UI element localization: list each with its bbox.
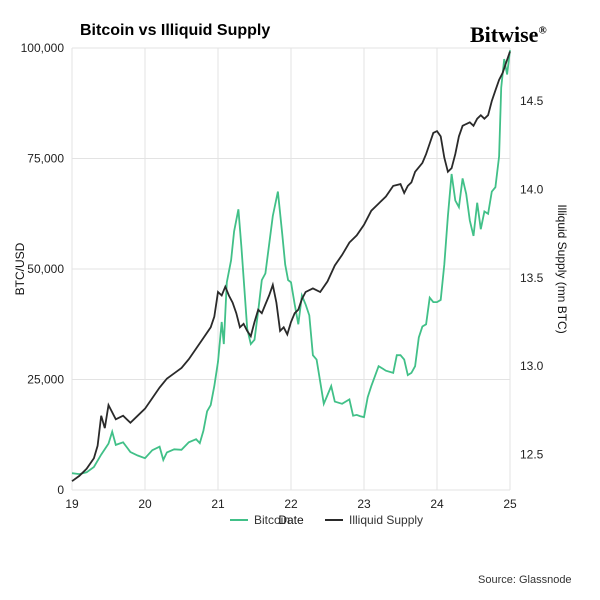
- svg-text:25,000: 25,000: [27, 373, 64, 387]
- svg-text:25: 25: [503, 497, 517, 511]
- svg-text:100,000: 100,000: [21, 41, 65, 55]
- svg-text:24: 24: [430, 497, 444, 511]
- svg-text:Illiquid Supply (mn BTC): Illiquid Supply (mn BTC): [555, 204, 569, 333]
- svg-text:20: 20: [138, 497, 152, 511]
- svg-text:13.5: 13.5: [520, 271, 544, 285]
- svg-text:14.5: 14.5: [520, 94, 544, 108]
- svg-text:21: 21: [211, 497, 225, 511]
- svg-text:23: 23: [357, 497, 371, 511]
- svg-text:19: 19: [65, 497, 79, 511]
- svg-text:12.5: 12.5: [520, 448, 544, 462]
- svg-text:22: 22: [284, 497, 298, 511]
- svg-text:13.0: 13.0: [520, 359, 544, 373]
- legend-label: Bitcoin: [254, 513, 290, 527]
- svg-text:50,000: 50,000: [27, 262, 64, 276]
- svg-text:14.0: 14.0: [520, 182, 544, 196]
- svg-text:75,000: 75,000: [27, 152, 64, 166]
- legend-label: Illiquid Supply: [349, 513, 423, 527]
- svg-text:BTC/USD: BTC/USD: [13, 242, 27, 295]
- chart-svg: 0 25,000 50,000 75,000 100,000 12.5 13.0 13.5 14…: [0, 0, 600, 600]
- svg-text:0: 0: [57, 483, 64, 497]
